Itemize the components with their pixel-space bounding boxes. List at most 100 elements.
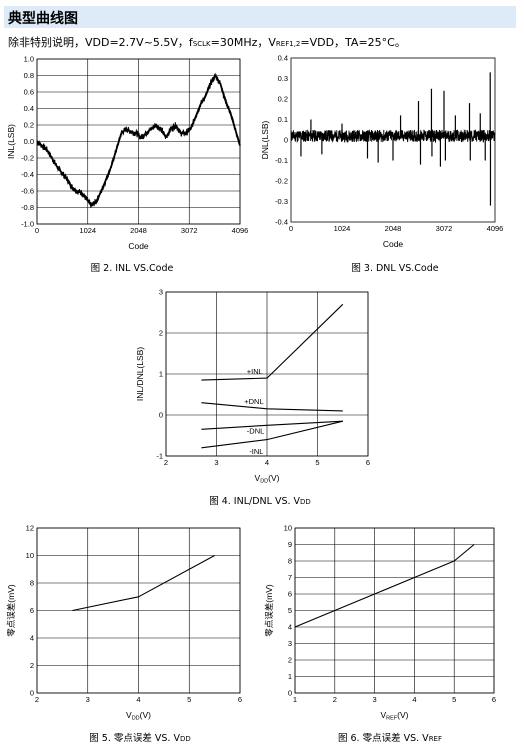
conditions-prefix: 除非特别说明，VDD=2.7V~5.5V，f (8, 36, 193, 49)
x-tick-label: 2 (35, 695, 39, 704)
y-tick-label: 0.2 (24, 121, 34, 130)
x-tick-label: 0 (289, 224, 293, 233)
x-tick-label: 2048 (385, 224, 402, 233)
series-line-0 (201, 303, 344, 381)
y-tick-label: 0 (30, 689, 34, 698)
y-tick-label: 8 (288, 557, 292, 566)
series-line-0 (72, 555, 215, 612)
x-tick-label: 3072 (181, 226, 198, 235)
conditions-vref-subscript: REF1,2 (275, 40, 301, 48)
x-tick-label: 4096 (232, 226, 249, 235)
y-tick-label: -0.3 (275, 197, 288, 206)
y-axis-label: DNL(LSB) (260, 120, 270, 159)
y-axis-label: 零点误差(mV) (264, 584, 274, 637)
y-tick-label: 0 (288, 689, 292, 698)
conditions-vref-value: =VDD，TA=25°C。 (300, 36, 406, 49)
x-tick-label: 4 (136, 695, 140, 704)
fig6-caption: 图 6. 零点误差 VS. VREF (337, 733, 443, 744)
x-tick-label: 1024 (334, 224, 351, 233)
y-tick-label: 10 (26, 551, 34, 560)
y-tick-label: -0.4 (275, 218, 288, 227)
y-tick-label: 0.6 (24, 88, 34, 97)
y-tick-label: 0.8 (24, 71, 34, 80)
section-title: 典型曲线图 (8, 11, 78, 27)
x-tick-label: 3 (214, 458, 218, 467)
x-tick-label: 5 (187, 695, 191, 704)
fig3-caption: 图 3. DNL VS.Code (351, 263, 439, 274)
series-line-0 (294, 544, 475, 628)
x-tick-label: 6 (492, 695, 496, 704)
plot-frame (290, 57, 496, 223)
x-tick-label: 4 (265, 458, 269, 467)
y-tick-label: 0.2 (278, 95, 288, 104)
series-label-plusminus-dnl: +DNL (244, 397, 263, 406)
y-tick-label: 6 (288, 590, 292, 599)
y-tick-label: 1 (288, 672, 292, 681)
y-tick-label: 3 (159, 288, 163, 297)
inl-noise-trace (36, 72, 241, 208)
series-label-minus-inl: -INL (249, 447, 263, 456)
series-label-minus-dnl: -DNL (247, 426, 265, 435)
inl-vs-code-chart: 0 1024 2048 3072 4096 1.0 0.8 0.6 0.4 0.2 0.0 -0.2 -… (6, 55, 249, 252)
x-tick-label: 2 (333, 695, 337, 704)
y-axis-label: 零点误差(mV) (6, 584, 16, 637)
y-tick-label: -1.0 (21, 220, 34, 229)
dnl-vs-code-chart: 0 1024 2048 3072 4096 0.4 0.3 0.2 0.1 0 -0.1 -0.2 -0… (260, 54, 504, 250)
y-tick-label: 2 (30, 661, 34, 670)
plot-frame (165, 291, 369, 457)
x-axis-label: VDD(V) (126, 710, 151, 722)
series-line-2 (201, 420, 343, 430)
y-tick-label: 0.1 (278, 115, 288, 124)
x-tick-label: 6 (366, 458, 370, 467)
conditions-sclk-subscript: SCLK (192, 40, 211, 48)
y-tick-label: 4 (288, 623, 292, 632)
y-tick-label: 0 (159, 411, 163, 420)
y-tick-label: 6 (30, 606, 34, 615)
fig4-caption: 图 4. INL/DNL VS. VDD (209, 496, 311, 507)
plot-frame (36, 527, 241, 694)
y-tick-label: -0.2 (21, 154, 34, 163)
inl-dnl-vs-vdd-chart: 2 3 4 5 6 3 2 1 0 -1 VDD(V) INL/DNL(LSB) +INL +DNL -DN… (135, 288, 370, 485)
series-label-plusminus-inl: +INL (247, 367, 263, 376)
x-tick-label: 5 (315, 458, 319, 467)
y-tick-label: -0.1 (275, 156, 288, 165)
y-tick-label: 8 (30, 579, 34, 588)
x-tick-label: 1 (293, 695, 297, 704)
x-tick-label: 4096 (487, 224, 504, 233)
x-tick-label: 4 (412, 695, 416, 704)
test-conditions: 除非特别说明，VDD=2.7V~5.5V，fSCLK=30MHz，VREF1,2… (8, 34, 406, 50)
y-tick-label: 1 (159, 370, 163, 379)
y-tick-label: 10 (284, 524, 292, 533)
y-tick-label: -1 (156, 452, 163, 461)
y-axis-label: INL(LSB) (6, 124, 16, 159)
x-axis-label: Code (128, 241, 149, 251)
x-tick-label: 2048 (130, 226, 147, 235)
x-tick-label: 1024 (79, 226, 96, 235)
y-tick-label: 2 (288, 656, 292, 665)
y-tick-label: -0.6 (21, 187, 34, 196)
x-axis-label: VREF(V) (380, 710, 408, 722)
section-header-bar (4, 6, 516, 28)
plot-frame (294, 527, 495, 694)
y-tick-label: 1.0 (24, 55, 34, 64)
y-axis-label: INL/DNL(LSB) (135, 347, 145, 401)
y-tick-label: 0.4 (278, 54, 288, 63)
y-tick-label: -0.8 (21, 203, 34, 212)
x-tick-label: 5 (452, 695, 456, 704)
y-tick-label: 0.4 (24, 104, 34, 113)
x-tick-label: 0 (35, 226, 39, 235)
fig2-caption: 图 2. INL VS.Code (90, 263, 174, 274)
x-tick-label: 3072 (436, 224, 453, 233)
y-tick-label: 4 (30, 634, 34, 643)
series-line-3 (201, 420, 343, 449)
y-tick-label: 0.0 (24, 137, 34, 146)
y-tick-label: 12 (26, 524, 34, 533)
y-tick-label: 3 (288, 639, 292, 648)
y-tick-label: 7 (288, 573, 292, 582)
y-tick-label: 0 (284, 136, 288, 145)
x-axis-label: Code (383, 239, 404, 249)
x-axis-label: VDD(V) (255, 473, 280, 485)
y-tick-label: 2 (159, 329, 163, 338)
